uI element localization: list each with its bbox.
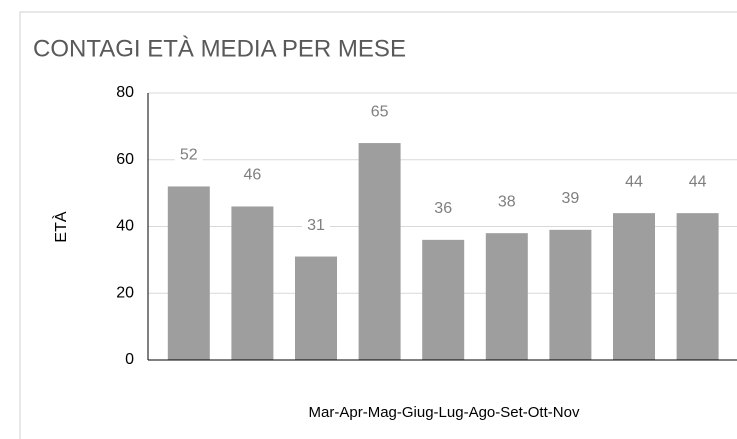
data-label: 44 — [625, 173, 643, 190]
bar — [422, 239, 465, 360]
data-label: 39 — [562, 190, 580, 207]
data-label-bg — [429, 198, 458, 219]
data-label-bg — [238, 165, 267, 186]
y-tick-label: 80 — [116, 84, 134, 101]
data-label-bg — [492, 192, 521, 213]
data-label-bg — [302, 215, 330, 236]
y-tick-label: 40 — [116, 218, 134, 235]
bar — [295, 256, 337, 360]
bar — [613, 213, 655, 360]
data-label: 65 — [371, 103, 389, 120]
data-label-bg — [620, 172, 648, 193]
data-label-bg — [683, 172, 712, 193]
bar — [485, 233, 528, 360]
x-axis-label: Mar-Apr-Mag-Giug-Lug-Ago-Set-Ott-Nov — [309, 404, 580, 421]
data-label-bg — [365, 102, 394, 123]
bar — [167, 186, 210, 360]
data-label: 38 — [498, 193, 516, 210]
data-label: 44 — [689, 173, 707, 190]
data-label-bg — [174, 145, 203, 166]
chart-title: CONTAGI ETÀ MEDIA PER MESE — [33, 35, 406, 62]
bar — [676, 213, 719, 360]
y-tick-label: 0 — [125, 351, 134, 368]
data-label: 52 — [180, 147, 198, 164]
data-label-bg — [556, 188, 585, 209]
bar — [231, 206, 274, 360]
bar — [549, 229, 592, 360]
y-tick-label: 60 — [116, 151, 134, 168]
chart-frame — [19, 11, 737, 439]
data-label: 31 — [307, 217, 325, 234]
y-tick-label: 20 — [116, 284, 134, 301]
data-label: 36 — [434, 200, 452, 217]
data-label: 46 — [244, 167, 262, 184]
y-axis-label: ETÀ — [51, 211, 70, 242]
bar — [358, 143, 401, 360]
